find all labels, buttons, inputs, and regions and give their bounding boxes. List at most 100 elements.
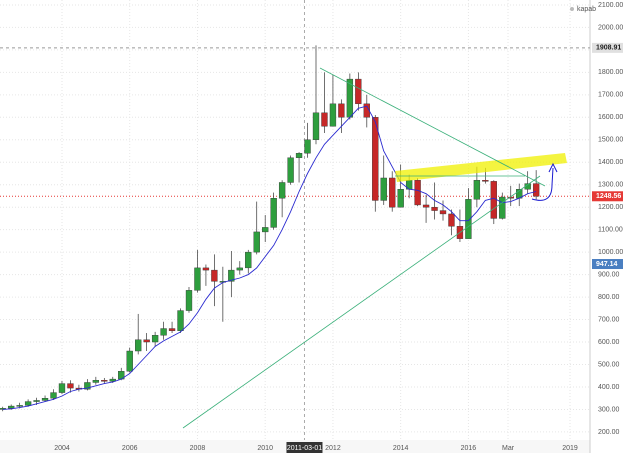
crosshair-label: 2011-03-01: [287, 445, 322, 452]
legend-text: kapab: [577, 6, 596, 13]
candle-body: [160, 328, 167, 336]
candle-body: [439, 210, 447, 215]
y-tick-label: 1700.00: [598, 92, 623, 99]
candle-body: [109, 378, 116, 382]
crosshair-tag: [286, 442, 323, 453]
candle-body: [355, 78, 362, 105]
y-tick-label: 700.00: [598, 316, 620, 323]
candle-body: [338, 103, 345, 118]
candle-body: [194, 267, 201, 291]
candle-body: [287, 157, 294, 183]
candle-body: [236, 267, 243, 271]
candle-body: [33, 400, 40, 402]
candle-body: [126, 350, 133, 372]
trend-line: [182, 175, 541, 429]
candle-body: [414, 180, 421, 206]
highlight-band: [395, 153, 567, 182]
y-tick-label: 600.00: [598, 339, 620, 346]
candle-body: [50, 392, 57, 399]
legend-dot: [570, 7, 574, 11]
y-tick-label: 1800.00: [598, 69, 623, 76]
y-tick-label: 1100.00: [598, 227, 623, 234]
candle-body: [67, 383, 74, 389]
candle-body: [312, 112, 320, 140]
x-tick-label: 2004: [54, 445, 70, 452]
candle-body: [380, 177, 387, 201]
candle-body: [465, 199, 472, 239]
candle-body: [422, 204, 430, 208]
x-tick-label: 2012: [325, 445, 341, 452]
candle-body: [321, 112, 328, 127]
y-tick-label: 900.00: [598, 271, 620, 278]
candle-body: [41, 398, 49, 401]
y-tick-label: 1400.00: [598, 159, 623, 166]
candle-body: [143, 339, 150, 343]
candle-body: [389, 177, 396, 208]
x-tick-label: 2010: [257, 445, 273, 452]
price-tag: [592, 259, 623, 270]
candle-body: [202, 267, 210, 271]
candle-body: [262, 227, 269, 233]
candle-body: [16, 405, 23, 407]
candle-body: [211, 269, 218, 282]
candle-body: [177, 310, 184, 331]
candle-body: [499, 196, 506, 219]
candle-body: [101, 380, 108, 382]
arrow: [531, 167, 554, 201]
candle-body: [278, 182, 286, 199]
price-tag: [592, 191, 623, 202]
y-tick-label: 800.00: [598, 294, 620, 301]
candle-body: [92, 380, 100, 383]
price-tag-label: 1908.91: [596, 45, 621, 52]
candle-body: [372, 117, 379, 201]
candle-body: [8, 405, 15, 409]
price-tag: [592, 42, 623, 53]
y-tick-label: 500.00: [598, 361, 620, 368]
candle-body: [473, 180, 481, 200]
arrow-head: [548, 162, 558, 173]
price-tag-label: 947.14: [596, 261, 618, 268]
candle-body: [151, 335, 159, 343]
x-tick-label: 2019: [562, 445, 578, 452]
x-tick-label: Mar: [502, 445, 515, 452]
candle-body: [329, 103, 337, 127]
trend-line: [319, 67, 546, 187]
y-tick-label: 1000.00: [598, 249, 623, 256]
candle-body: [135, 339, 142, 352]
candle-body: [253, 231, 260, 253]
y-tick-label: 1300.00: [598, 182, 623, 189]
y-tick-label: 2100.00: [598, 2, 623, 9]
y-tick-label: 400.00: [598, 384, 620, 391]
y-tick-label: 1600.00: [598, 114, 623, 121]
y-tick-label: 2000.00: [598, 24, 623, 31]
candle-body: [24, 401, 32, 406]
candle-body: [532, 183, 540, 197]
candle-body: [84, 382, 91, 390]
moving-average: [2, 105, 537, 410]
candle-body: [397, 189, 404, 208]
candle-body: [490, 181, 497, 219]
y-tick-label: 200.00: [598, 429, 620, 436]
candle-body: [448, 213, 455, 227]
y-tick-label: 1500.00: [598, 137, 623, 144]
x-tick-label: 2006: [122, 445, 138, 452]
candle-body: [295, 153, 303, 158]
x-tick-label: 2016: [461, 445, 477, 452]
candle-body: [58, 383, 66, 393]
candle-body: [431, 206, 438, 211]
candle-body: [185, 290, 193, 311]
candle-body: [245, 251, 252, 269]
y-tick-label: 1200.00: [598, 204, 623, 211]
x-tick-label: 2008: [190, 445, 206, 452]
candle-body: [168, 328, 176, 331]
candle-body: [363, 103, 370, 118]
x-tick-label: 2014: [393, 445, 409, 452]
plot: [0, 0, 590, 440]
candle-body: [270, 198, 277, 228]
y-tick-label: 300.00: [598, 406, 620, 413]
candle-body: [482, 180, 489, 182]
candle-body: [304, 139, 311, 154]
price-tag-label: 1248.56: [596, 193, 621, 200]
